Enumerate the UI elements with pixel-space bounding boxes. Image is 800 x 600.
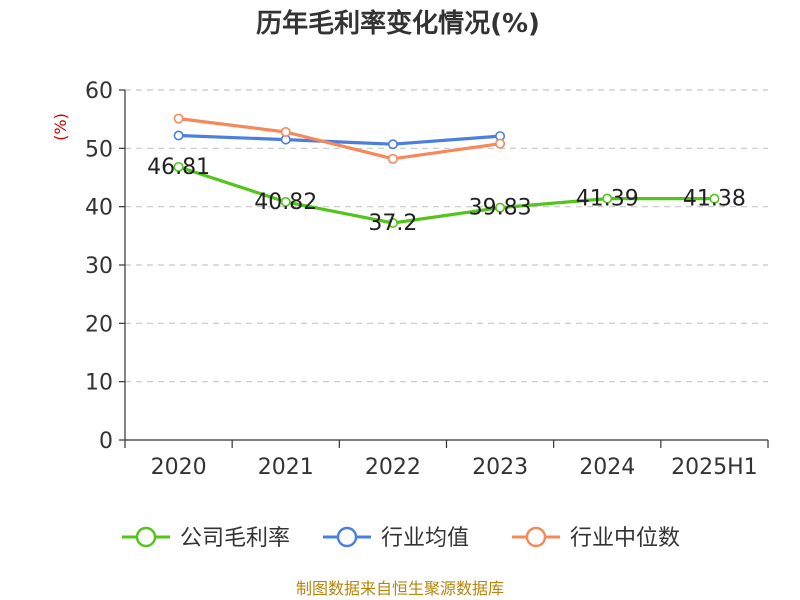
data-point[interactable] [173, 161, 184, 172]
data-label: 37.2 [368, 211, 417, 236]
axes: 0 10 20 30 40 50 60 2020 2021 2022 2023 2024 2025H1 [85, 79, 769, 480]
data-point[interactable] [280, 127, 291, 138]
data-label: 41.39 [576, 187, 639, 212]
data-label: 46.81 [147, 155, 210, 180]
legend-marker [525, 526, 547, 548]
data-point[interactable] [173, 113, 184, 124]
x-tick-label: 2022 [365, 455, 421, 480]
data-point[interactable] [173, 130, 184, 141]
source-note: 制图数据来自恒生聚源数据库 [296, 579, 504, 598]
series-industry-median [173, 113, 506, 164]
data-label: 41.38 [683, 187, 746, 212]
chart-title: 历年毛利率变化情况(%) [256, 8, 540, 39]
data-point[interactable] [495, 202, 506, 213]
series-layer [173, 113, 720, 229]
data-labels: 46.81 40.82 37.2 39.83 41.39 41.38 [147, 155, 746, 236]
y-tick-label: 30 [85, 254, 113, 279]
x-tick-label: 2020 [151, 455, 207, 480]
data-point[interactable] [387, 153, 398, 164]
data-point[interactable] [602, 193, 613, 204]
data-point[interactable] [387, 139, 398, 150]
series-line [178, 165, 715, 225]
y-tick-label: 50 [85, 137, 113, 162]
y-tick-label: 20 [85, 312, 113, 337]
y-axis-unit: (%) [51, 113, 70, 141]
grid [125, 89, 768, 383]
legend-label: 行业中位数 [570, 526, 680, 551]
legend-marker [135, 526, 157, 548]
x-tick-label: 2025H1 [671, 455, 758, 480]
legend-label: 公司毛利率 [180, 526, 290, 551]
legend-item-industry-median[interactable]: 行业中位数 [512, 526, 680, 551]
data-label: 39.83 [469, 196, 532, 221]
legend-item-company-gross-margin[interactable]: 公司毛利率 [122, 526, 290, 551]
legend[interactable]: 公司毛利率 行业均值 行业中位数 [122, 526, 680, 551]
x-tick-label: 2023 [472, 455, 528, 480]
data-point[interactable] [495, 138, 506, 149]
legend-item-industry-mean[interactable]: 行业均值 [323, 526, 469, 551]
y-tick-label: 0 [99, 429, 113, 454]
legend-marker [336, 526, 358, 548]
x-tick-label: 2024 [579, 455, 635, 480]
y-tick-label: 40 [85, 196, 113, 221]
data-point[interactable] [709, 193, 720, 204]
series-company-gross-margin [173, 161, 720, 229]
series-line [178, 133, 501, 146]
x-tick-label: 2021 [258, 455, 314, 480]
data-point[interactable] [280, 196, 291, 207]
data-label: 40.82 [254, 190, 317, 215]
legend-label: 行业均值 [381, 526, 469, 551]
data-point[interactable] [387, 218, 398, 229]
y-tick-label: 60 [85, 79, 113, 104]
y-tick-label: 10 [85, 371, 113, 396]
series-line [178, 117, 501, 161]
